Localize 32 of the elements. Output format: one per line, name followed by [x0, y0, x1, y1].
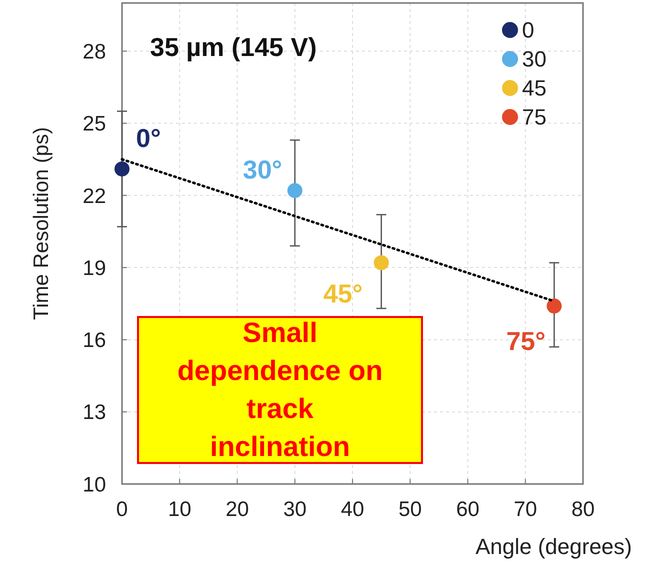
x-tick-label: 80 — [571, 498, 595, 521]
y-tick-label: 22 — [82, 184, 106, 208]
annotation: 0° — [136, 122, 161, 153]
x-tick-label: 0 — [116, 498, 128, 521]
y-tick-label: 13 — [82, 401, 106, 424]
y-tick-label: 10 — [82, 473, 106, 496]
x-tick-label: 40 — [340, 498, 364, 521]
annotation: 30° — [242, 154, 282, 185]
y-tick-label: 28 — [82, 40, 106, 64]
y-tick-label: 16 — [82, 329, 106, 352]
point — [546, 298, 562, 314]
x-tick-label: 50 — [398, 498, 422, 521]
x-tick-label: 70 — [514, 498, 538, 521]
legend-label: 30 — [522, 46, 546, 72]
point — [114, 161, 130, 176]
annotation: 75° — [506, 326, 546, 356]
legend-label: 75 — [522, 104, 546, 130]
legend-label: 45 — [522, 76, 546, 101]
x-axis-title: Angle (degrees) — [475, 534, 632, 559]
x-tick-label: 20 — [226, 498, 249, 521]
legend-label: 0 — [522, 18, 534, 43]
callout-box: Small dependence on track inclination — [137, 316, 423, 464]
annotation: 35 µm (145 V) — [150, 32, 317, 62]
point — [374, 255, 389, 270]
x-tick-label: 60 — [456, 498, 480, 521]
x-tick-label: 10 — [168, 498, 192, 521]
y-tick-label: 25 — [82, 112, 106, 136]
point — [287, 183, 302, 198]
y-tick-label: 19 — [82, 256, 106, 280]
y-axis-title: Time Resolution (ps) — [30, 127, 53, 320]
x-tick-label: 30 — [283, 498, 307, 521]
annotation: 45° — [323, 278, 363, 309]
